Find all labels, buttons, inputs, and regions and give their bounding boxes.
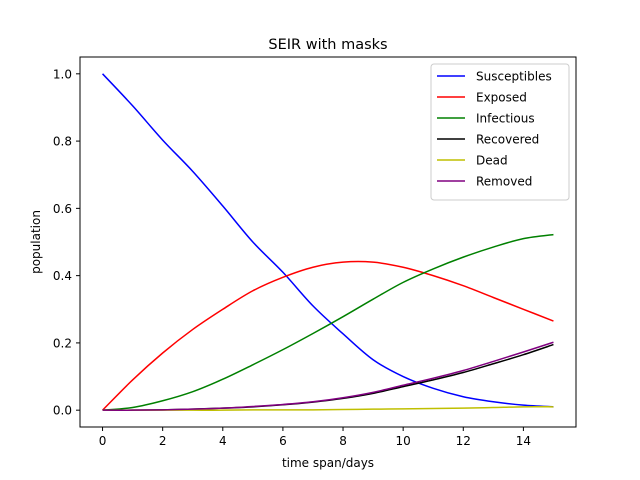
x-tick-label: 6 bbox=[279, 434, 287, 448]
x-tick-label: 14 bbox=[516, 434, 531, 448]
legend-label-exposed: Exposed bbox=[476, 91, 527, 105]
y-axis-label: population bbox=[29, 210, 43, 274]
x-axis-label: time span/days bbox=[282, 456, 374, 470]
legend-label-susceptibles: Susceptibles bbox=[476, 70, 552, 84]
x-tick-label: 10 bbox=[396, 434, 411, 448]
legend-box bbox=[430, 63, 570, 201]
chart-title: SEIR with masks bbox=[268, 37, 387, 53]
legend: Susceptibles Exposed Infectious Recovered De… bbox=[430, 63, 570, 201]
y-tick-label: 0.0 bbox=[53, 404, 72, 418]
y-tick-label: 0.6 bbox=[53, 202, 72, 216]
x-axis: 0 2 4 6 8 10 12 14 bbox=[99, 427, 531, 448]
x-tick-label: 8 bbox=[339, 434, 347, 448]
series-line-removed bbox=[102, 341, 554, 411]
x-tick-label: 0 bbox=[99, 434, 107, 448]
series-line-infectious bbox=[102, 233, 554, 411]
y-tick-label: 0.8 bbox=[53, 135, 72, 149]
axes-frame bbox=[79, 56, 577, 428]
series-line-exposed bbox=[102, 260, 554, 411]
y-axis: 0.0 0.2 0.4 0.6 0.8 1.0 bbox=[53, 67, 80, 418]
y-tick-label: 1.0 bbox=[53, 67, 72, 81]
x-tick-label: 2 bbox=[159, 434, 167, 448]
y-tick-label: 0.4 bbox=[53, 269, 72, 283]
legend-label-removed: Removed bbox=[476, 175, 532, 189]
legend-label-infectious: Infectious bbox=[476, 112, 535, 126]
series-line-susceptibles bbox=[102, 73, 554, 408]
y-tick-label: 0.2 bbox=[53, 336, 72, 350]
x-tick-label: 12 bbox=[456, 434, 471, 448]
x-tick-label: 4 bbox=[219, 434, 227, 448]
plot-lines bbox=[102, 73, 554, 411]
legend-label-recovered: Recovered bbox=[476, 133, 539, 147]
legend-label-dead: Dead bbox=[476, 154, 508, 168]
